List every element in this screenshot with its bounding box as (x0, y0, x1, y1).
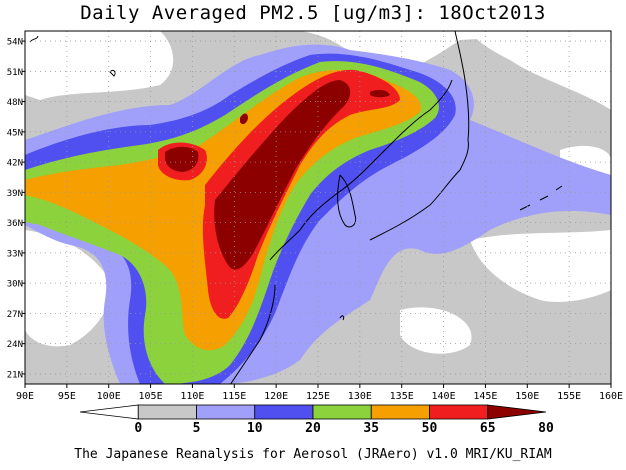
colorbar-label: 10 (247, 421, 263, 436)
lat-tick-label: 48N (7, 98, 23, 108)
band-80-plus (214, 80, 351, 270)
colorbar-label: 50 (422, 421, 438, 436)
lat-tick-label: 21N (7, 370, 23, 380)
colorbar: 0 5 10 20 35 50 65 80 (79, 404, 554, 436)
lon-tick-label: 115E (222, 391, 246, 402)
lon-tick-label: 160E (599, 391, 623, 402)
colorbar-swatch (254, 404, 314, 420)
colorbar-swatch (196, 404, 256, 420)
lat-tick-label: 27N (7, 310, 23, 320)
lon-tick-label: 145E (473, 391, 497, 402)
lat-tick-label: 45N (7, 128, 23, 138)
lat-tick-label: 24N (7, 340, 23, 350)
colorbar-swatch (487, 404, 547, 420)
lon-tick-label: 120E (264, 391, 288, 402)
colorbar-label: 35 (363, 421, 379, 436)
band-65-80 (202, 69, 400, 319)
lon-tick-label: 140E (432, 391, 456, 402)
lon-tick-label: 110E (180, 391, 204, 402)
colorbar-label: 5 (193, 421, 201, 436)
lat-tick-label: 51N (7, 68, 23, 78)
colorbar-label: 65 (480, 421, 496, 436)
lon-tick-labels: 90E 95E 100E 105E 110E 115E 120E 125E 130E 135E 14… (16, 384, 623, 402)
lat-tick-label: 36N (7, 219, 23, 229)
lat-tick-label: 30N (7, 280, 23, 290)
colorbar-swatch (79, 404, 139, 420)
lon-tick-label: 100E (97, 391, 121, 402)
colorbar-swatch (429, 404, 489, 420)
colorbar-label: 80 (538, 421, 554, 436)
lat-tick-label: 33N (7, 249, 23, 259)
map-title: Daily Averaged PM2.5 [ug/m3]: 18Oct2013 (80, 2, 546, 24)
lat-tick-label: 54N (7, 38, 23, 48)
colorbar-swatch (137, 404, 197, 420)
concentration-field (25, 31, 611, 384)
coastline (29, 31, 563, 384)
lon-tick-label: 105E (139, 391, 163, 402)
lat-tick-labels: 54N 51N 48N 45N 42N 39N 36N 33N 30N 27N 24N 21N (7, 38, 25, 380)
lon-tick-label: 130E (348, 391, 372, 402)
footer-credit: The Japanese Reanalysis for Aerosol (JRA… (74, 447, 552, 462)
lon-tick-label: 135E (390, 391, 414, 402)
colorbar-label: 0 (134, 421, 142, 436)
lat-tick-label: 42N (7, 159, 23, 169)
lon-tick-label: 95E (58, 391, 76, 402)
lon-tick-label: 150E (515, 391, 539, 402)
colorbar-label: 20 (305, 421, 321, 436)
colorbar-swatch (312, 404, 372, 420)
lon-tick-label: 90E (16, 391, 34, 402)
lon-tick-label: 125E (306, 391, 330, 402)
lon-tick-label: 155E (557, 391, 581, 402)
colorbar-swatch (370, 404, 430, 420)
lat-tick-label: 39N (7, 189, 23, 199)
